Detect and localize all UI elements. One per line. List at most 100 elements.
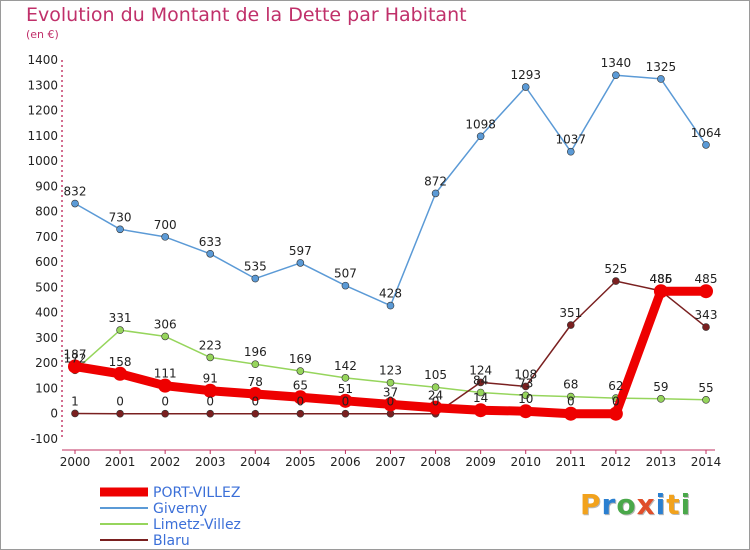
data-label-blaru: 1	[71, 394, 79, 408]
x-tick-label: 2013	[646, 455, 677, 469]
y-tick-label: -100	[31, 432, 58, 446]
data-point-blaru	[161, 409, 169, 418]
data-label-port-villez: 187	[64, 347, 87, 361]
data-point-giverny	[521, 83, 530, 91]
data-label-port-villez: 485	[695, 272, 718, 286]
data-label-port-villez: 51	[338, 382, 353, 396]
data-point-limetz-villez	[206, 353, 215, 362]
series-layer	[68, 71, 713, 421]
y-tick-label: 1300	[27, 78, 58, 92]
logo-letter: i	[680, 488, 692, 521]
data-point-limetz-villez	[341, 374, 350, 382]
data-label-limetz-villez: 172	[64, 351, 87, 365]
data-point-blaru	[702, 323, 710, 331]
data-label-giverny: 535	[244, 260, 267, 274]
logo-letter: r	[601, 488, 617, 521]
data-point-limetz-villez	[161, 332, 169, 341]
data-point-blaru	[296, 409, 305, 418]
data-label-port-villez: 111	[154, 367, 177, 381]
logo-letter: o	[616, 488, 637, 521]
data-label-giverny: 1064	[691, 126, 722, 140]
data-label-limetz-villez: 331	[109, 311, 132, 325]
data-label-port-villez: 10	[518, 392, 533, 406]
data-label-port-villez: 65	[293, 378, 308, 392]
data-label-giverny: 872	[424, 174, 447, 188]
data-label-giverny: 633	[199, 235, 222, 249]
data-label-limetz-villez: 123	[379, 364, 402, 378]
y-tick-label: 600	[35, 255, 58, 269]
data-label-port-villez: 158	[109, 355, 132, 369]
data-point-port-villez	[248, 387, 263, 402]
data-point-port-villez	[518, 404, 533, 419]
data-label-limetz-villez: 73	[518, 376, 533, 390]
data-label-blaru: 0	[387, 395, 395, 409]
y-tick-label: 300	[35, 331, 58, 345]
data-point-port-villez	[338, 393, 353, 408]
data-label-limetz-villez: 169	[289, 352, 312, 366]
data-label-port-villez: 91	[203, 372, 218, 386]
data-label-giverny: 597	[289, 244, 312, 258]
data-point-limetz-villez	[702, 396, 710, 404]
data-point-giverny	[386, 301, 395, 310]
data-label-blaru: 351	[559, 306, 582, 320]
data-label-giverny: 832	[64, 185, 87, 199]
data-point-limetz-villez	[431, 383, 440, 392]
chart-title: Evolution du Montant de la Dette par Hab…	[26, 4, 467, 26]
data-label-blaru: 0	[116, 395, 124, 409]
data-point-giverny	[431, 189, 440, 198]
data-label-port-villez: 24	[428, 389, 443, 403]
data-label-limetz-villez: 84	[473, 374, 488, 388]
data-point-blaru	[116, 409, 124, 418]
data-point-giverny	[657, 75, 665, 83]
y-tick-label: 800	[35, 205, 58, 219]
data-point-port-villez	[428, 400, 443, 415]
data-label-limetz-villez: 196	[244, 345, 267, 359]
data-point-port-villez	[383, 397, 398, 412]
legend-label-port-villez: PORT-VILLEZ	[153, 485, 240, 501]
data-label-blaru: 0	[297, 395, 305, 409]
data-label-limetz-villez: 105	[424, 368, 447, 382]
data-label-limetz-villez: 59	[653, 380, 668, 394]
data-point-limetz-villez	[566, 392, 575, 401]
data-point-limetz-villez	[657, 395, 665, 403]
data-point-port-villez	[563, 406, 578, 421]
data-label-limetz-villez: 223	[199, 338, 222, 352]
data-point-giverny	[296, 259, 305, 267]
legend-label-giverny: Giverny	[153, 501, 207, 517]
data-label-blaru: 0	[251, 395, 259, 409]
data-point-blaru	[566, 321, 575, 329]
data-point-giverny	[161, 233, 169, 241]
data-label-giverny: 428	[379, 287, 402, 301]
data-point-limetz-villez	[476, 388, 485, 397]
proxiti-logo: Proxiti	[580, 488, 691, 521]
y-tick-label: 1400	[27, 53, 58, 67]
data-point-port-villez	[158, 378, 173, 393]
data-point-limetz-villez	[296, 367, 305, 375]
data-point-limetz-villez	[521, 391, 530, 400]
x-tick-label: 2010	[510, 455, 541, 469]
legend-label-blaru: Blaru	[153, 533, 190, 549]
y-tick-label: 400	[35, 306, 58, 320]
data-point-port-villez	[608, 406, 623, 421]
x-tick-label: 2004	[240, 455, 271, 469]
logo-letter: i	[655, 488, 667, 521]
data-point-port-villez	[293, 390, 308, 405]
data-label-port-villez: 0	[612, 395, 620, 409]
y-tick-label: 1100	[27, 129, 58, 143]
data-point-blaru	[71, 409, 79, 418]
x-tick-label: 2005	[285, 455, 316, 469]
data-point-giverny	[702, 141, 710, 149]
data-point-blaru	[206, 409, 215, 418]
x-tick-label: 2001	[105, 455, 136, 469]
data-point-blaru	[521, 382, 530, 391]
x-tick-label: 2012	[601, 455, 632, 469]
y-tick-label: 0	[50, 407, 58, 421]
data-label-giverny: 1098	[465, 117, 496, 131]
data-label-giverny: 507	[334, 267, 357, 281]
data-label-blaru: 0	[206, 395, 214, 409]
y-tick-label: 900	[35, 179, 58, 193]
y-tick-label: 1200	[27, 104, 58, 118]
